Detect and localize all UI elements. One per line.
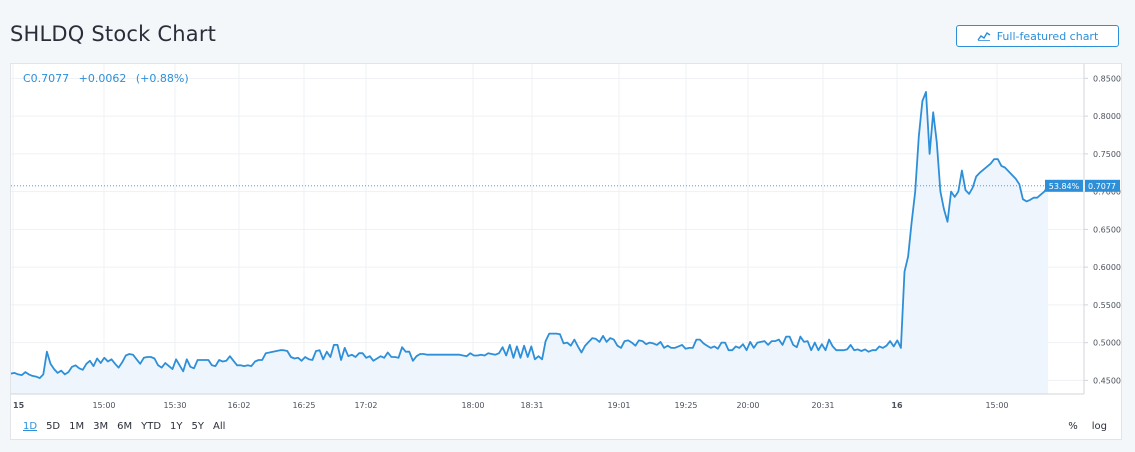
x-tick-label: 15:00 xyxy=(92,401,115,410)
price-area xyxy=(11,91,1048,395)
range-selector: 1D 5D 1M 3M 6M YTD 1Y 5Y All xyxy=(23,421,225,432)
range-button-6m[interactable]: 6M xyxy=(117,421,133,432)
range-button-1y[interactable]: 1Y xyxy=(170,421,183,432)
range-button-5d[interactable]: 5D xyxy=(46,421,61,432)
page-title: SHLDQ Stock Chart xyxy=(10,22,217,46)
x-tick-label: 19:01 xyxy=(607,401,630,410)
y-tick-label: 0.5500 xyxy=(1093,301,1121,310)
x-tick-label: 15 xyxy=(13,401,25,410)
y-tick-label: 0.4500 xyxy=(1093,376,1121,385)
percent-scale-toggle[interactable]: % xyxy=(1068,421,1078,432)
chart-line-icon xyxy=(977,32,991,41)
chart-panel: 0.4500 0.5000 0.5500 0.6000 0.6500 0.7000 0.75… xyxy=(10,63,1122,440)
last-value-label: 0.7077 xyxy=(1088,182,1116,191)
y-tick-label: 0.5000 xyxy=(1093,339,1121,348)
grid-lines xyxy=(11,64,1084,394)
x-tick-label: 16 xyxy=(891,401,903,410)
range-button-3m[interactable]: 3M xyxy=(93,421,109,432)
range-button-1m[interactable]: 1M xyxy=(69,421,85,432)
x-tick-label: 18:00 xyxy=(461,401,484,410)
y-tick-label: 0.8000 xyxy=(1093,112,1121,121)
last-price-badges: 53.84% 0.7077 xyxy=(1045,179,1120,192)
y-tick-label: 0.8500 xyxy=(1093,74,1121,83)
range-button-ytd[interactable]: YTD xyxy=(141,421,162,432)
scale-options: % log xyxy=(1068,421,1107,432)
y-tick-label: 0.6500 xyxy=(1093,225,1121,234)
x-tick-label: 16:02 xyxy=(227,401,250,410)
x-tick-label: 15:00 xyxy=(985,401,1008,410)
legend-change-pct: (+0.88%) xyxy=(135,72,189,85)
full-featured-chart-label: Full-featured chart xyxy=(996,29,1099,43)
x-tick-label: 19:25 xyxy=(674,401,697,410)
y-tick-label: 0.7000 xyxy=(1093,188,1121,197)
x-tick-label: 20:31 xyxy=(811,401,834,410)
range-button-1d[interactable]: 1D xyxy=(23,421,38,432)
x-tick-label: 16:25 xyxy=(292,401,315,410)
y-tick-label: 0.6000 xyxy=(1093,263,1121,272)
last-value-badge xyxy=(1085,179,1120,192)
legend-close: C0.7077 xyxy=(23,72,70,85)
y-tick-label: 0.7500 xyxy=(1093,150,1121,159)
price-legend: C0.7077 +0.0062 (+0.88%) xyxy=(23,72,195,85)
x-axis-ticks: 15 15:00 15:30 16:02 16:25 17:02 18:00 18:31 19:… xyxy=(13,401,1009,410)
full-featured-chart-button[interactable]: Full-featured chart xyxy=(956,25,1119,47)
price-chart[interactable]: 0.4500 0.5000 0.5500 0.6000 0.6500 0.7000 0.75… xyxy=(11,64,1121,439)
log-scale-toggle[interactable]: log xyxy=(1091,421,1107,432)
x-tick-label: 20:00 xyxy=(736,401,759,410)
price-line xyxy=(11,91,1049,379)
y-axis-ticks: 0.4500 0.5000 0.5500 0.6000 0.6500 0.7000 0.75… xyxy=(1084,74,1121,385)
legend-change: +0.0062 xyxy=(78,72,127,85)
x-tick-label: 15:30 xyxy=(163,401,186,410)
last-pct-badge xyxy=(1045,179,1083,192)
x-tick-label: 17:02 xyxy=(354,401,377,410)
x-tick-label: 18:31 xyxy=(520,401,543,410)
last-pct-label: 53.84% xyxy=(1049,182,1080,191)
range-button-5y[interactable]: 5Y xyxy=(191,421,205,432)
range-button-all[interactable]: All xyxy=(213,421,226,432)
